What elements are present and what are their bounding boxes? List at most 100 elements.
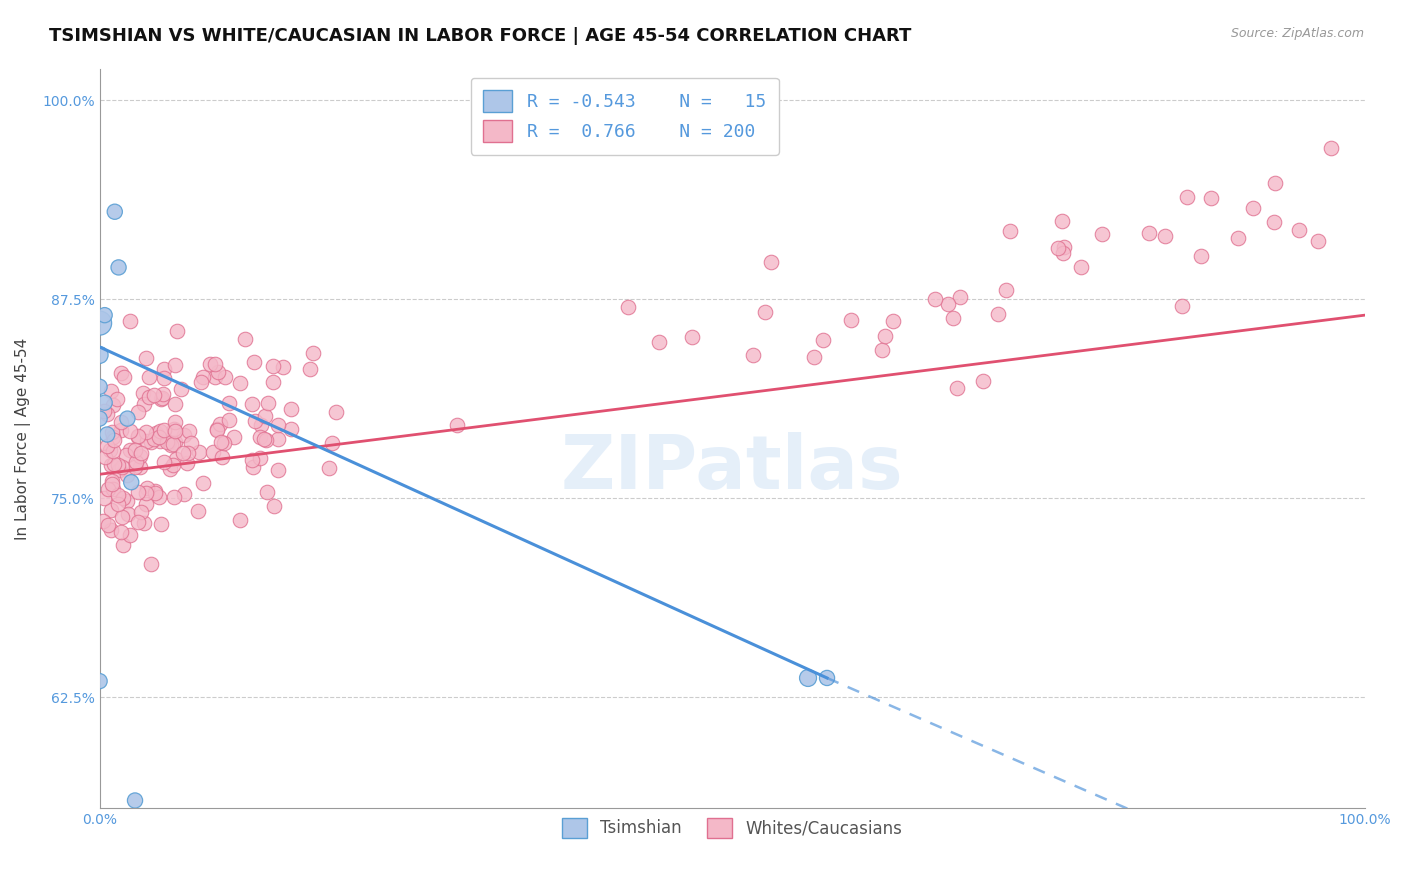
Point — [100, 477, 122, 491]
Point — [273, 360, 295, 375]
Point — [229, 376, 252, 391]
Point — [176, 457, 198, 471]
Point — [1052, 245, 1074, 260]
Point — [249, 451, 271, 466]
Point — [180, 435, 202, 450]
Point — [118, 528, 141, 542]
Point — [101, 444, 124, 458]
Point — [129, 459, 152, 474]
Point — [149, 424, 172, 438]
Point — [224, 429, 246, 443]
Point — [143, 483, 166, 498]
Point — [127, 405, 149, 419]
Point — [157, 434, 180, 449]
Point — [803, 350, 825, 364]
Point — [93, 403, 115, 417]
Point — [131, 446, 153, 460]
Point — [173, 428, 195, 442]
Point — [143, 432, 166, 446]
Point — [132, 386, 155, 401]
Point — [110, 524, 132, 539]
Point — [163, 435, 186, 450]
Point — [299, 362, 322, 376]
Point — [280, 422, 302, 436]
Legend: Tsimshian, Whites/Caucasians: Tsimshian, Whites/Caucasians — [555, 811, 908, 845]
Point — [325, 405, 347, 419]
Point — [135, 425, 157, 440]
Point — [101, 425, 124, 440]
Text: Source: ZipAtlas.com: Source: ZipAtlas.com — [1230, 27, 1364, 40]
Point — [754, 305, 776, 319]
Point — [139, 435, 162, 450]
Point — [135, 351, 157, 365]
Point — [105, 392, 128, 407]
Point — [172, 446, 194, 460]
Point — [107, 488, 129, 502]
Point — [159, 462, 181, 476]
Point — [104, 204, 127, 219]
Point — [148, 430, 170, 444]
Point — [617, 301, 640, 315]
Point — [148, 490, 170, 504]
Point — [1047, 241, 1070, 255]
Point — [301, 346, 323, 360]
Point — [101, 482, 124, 496]
Point — [280, 401, 302, 416]
Point — [648, 334, 671, 349]
Point — [1175, 190, 1198, 204]
Point — [110, 459, 132, 474]
Point — [1137, 226, 1160, 240]
Point — [813, 334, 835, 348]
Point — [263, 375, 285, 389]
Point — [94, 450, 117, 464]
Point — [254, 434, 277, 448]
Point — [446, 417, 468, 432]
Point — [242, 459, 264, 474]
Point — [1091, 227, 1114, 241]
Point — [97, 482, 120, 496]
Point — [153, 362, 176, 376]
Point — [262, 359, 284, 374]
Point — [839, 313, 862, 327]
Point — [162, 458, 184, 472]
Point — [108, 463, 131, 477]
Point — [107, 458, 129, 472]
Point — [229, 512, 252, 526]
Point — [870, 343, 893, 357]
Point — [681, 330, 703, 344]
Point — [266, 432, 288, 446]
Point — [207, 365, 229, 379]
Point — [89, 348, 111, 362]
Point — [117, 411, 139, 425]
Point — [138, 390, 160, 404]
Text: ZIPatlas: ZIPatlas — [561, 432, 904, 505]
Point — [103, 457, 125, 471]
Point — [160, 438, 183, 452]
Point — [1052, 214, 1074, 228]
Point — [1170, 299, 1192, 313]
Point — [134, 516, 156, 530]
Point — [100, 503, 122, 517]
Point — [165, 451, 187, 466]
Point — [139, 558, 162, 572]
Point — [127, 429, 149, 443]
Point — [93, 491, 115, 505]
Point — [242, 453, 264, 467]
Point — [1154, 228, 1177, 243]
Point — [742, 348, 765, 362]
Point — [177, 446, 200, 460]
Point — [198, 357, 221, 371]
Point — [936, 296, 959, 310]
Point — [761, 255, 783, 269]
Point — [243, 414, 266, 428]
Point — [120, 424, 142, 438]
Point — [191, 369, 214, 384]
Point — [97, 518, 120, 533]
Point — [1288, 223, 1310, 237]
Point — [103, 433, 125, 447]
Point — [205, 423, 228, 437]
Point — [250, 418, 273, 433]
Point — [994, 283, 1017, 297]
Point — [150, 392, 173, 406]
Point — [132, 397, 155, 411]
